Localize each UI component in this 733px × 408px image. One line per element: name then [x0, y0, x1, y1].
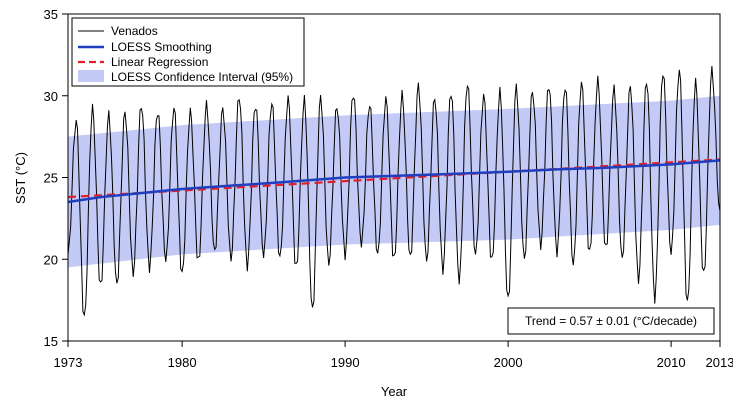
x-tick-label-2010: 2010 — [657, 355, 686, 370]
confidence-interval-band — [68, 95, 720, 268]
y-tick-label-15: 15 — [44, 334, 58, 349]
trend-box — [507, 307, 715, 335]
plot-area — [67, 65, 721, 317]
linear-regression-line — [67, 158, 721, 199]
x-axis-title: Year — [381, 384, 408, 399]
legend-ci-label: LOESS Confidence Interval (95%) — [111, 70, 293, 84]
legend-box — [71, 17, 305, 87]
x-axis: 1973 1980 1990 2000 2010 2013 — [54, 341, 733, 370]
x-tick-label-2000: 2000 — [494, 355, 523, 370]
loess-smoothing-line — [67, 159, 721, 204]
legend: Venados LOESS Smoothing Linear Regressio… — [71, 17, 305, 87]
y-tick-label-35: 35 — [44, 7, 58, 22]
y-tick-label-25: 25 — [44, 171, 58, 186]
x-tick-label-1980: 1980 — [168, 355, 197, 370]
x-tick-label-2013: 2013 — [706, 355, 733, 370]
legend-loess-label: LOESS Smoothing — [111, 40, 212, 54]
x-tick-label-1990: 1990 — [331, 355, 360, 370]
y-tick-label-20: 20 — [44, 252, 58, 267]
y-axis-title: SST (°C) — [13, 152, 28, 204]
y-axis: 15 20 25 30 35 — [44, 7, 68, 349]
venados-sst-line — [67, 65, 721, 317]
legend-ci-swatch — [78, 70, 104, 82]
y-tick-label-30: 30 — [44, 89, 58, 104]
legend-regression-label: Linear Regression — [111, 55, 208, 69]
trend-annotation: Trend = 0.57 ± 0.01 (°C/decade) — [507, 307, 715, 335]
legend-venados-label: Venados — [111, 24, 158, 38]
x-tick-label-1973: 1973 — [54, 355, 83, 370]
trend-text: Trend = 0.57 ± 0.01 (°C/decade) — [525, 314, 697, 328]
